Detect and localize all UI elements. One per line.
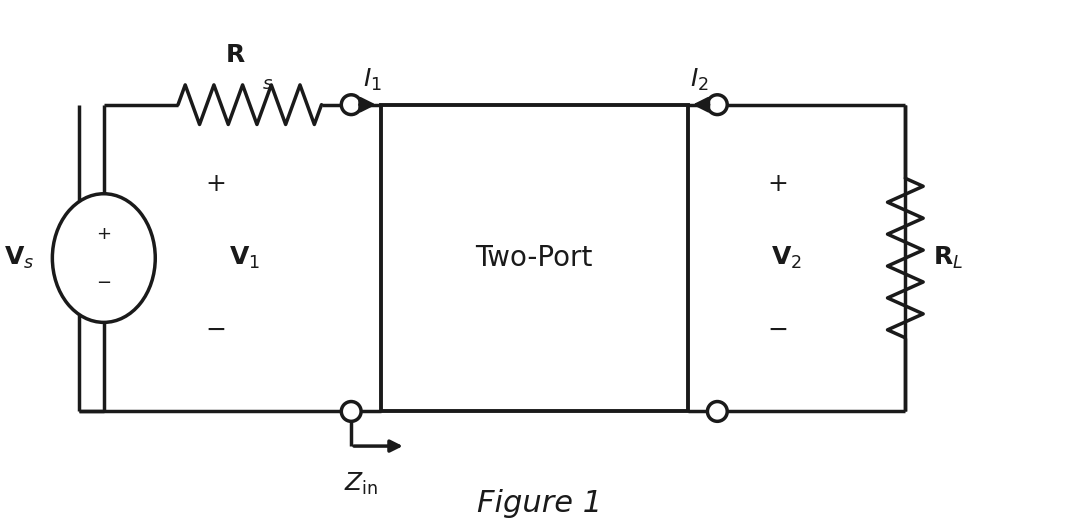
Text: Figure 1: Figure 1 [478,489,602,518]
Text: −: − [96,274,111,291]
Text: $\mathbf{V}_s$: $\mathbf{V}_s$ [4,245,34,271]
Text: +: + [96,224,111,243]
Circle shape [708,402,727,421]
Text: $s$: $s$ [262,75,273,93]
Text: $I_2$: $I_2$ [690,67,709,93]
Text: $+$: $+$ [767,172,787,196]
Circle shape [342,402,361,421]
Text: $\mathbf{R}_L$: $\mathbf{R}_L$ [933,245,963,271]
Text: $-$: $-$ [767,317,787,341]
Text: $\mathbf{V}_1$: $\mathbf{V}_1$ [229,245,260,271]
Circle shape [342,95,361,115]
Circle shape [708,95,727,115]
Text: $\mathbf{R}$: $\mathbf{R}$ [225,43,245,67]
Text: $Z_{\rm in}$: $Z_{\rm in}$ [344,471,378,497]
Ellipse shape [52,194,155,323]
Bar [381,105,688,411]
Text: Two-Port: Two-Port [476,244,593,272]
Text: $-$: $-$ [205,317,225,341]
Text: $\mathbf{V}_2$: $\mathbf{V}_2$ [771,245,802,271]
Text: $I_1$: $I_1$ [363,67,382,93]
Text: $+$: $+$ [205,172,225,196]
